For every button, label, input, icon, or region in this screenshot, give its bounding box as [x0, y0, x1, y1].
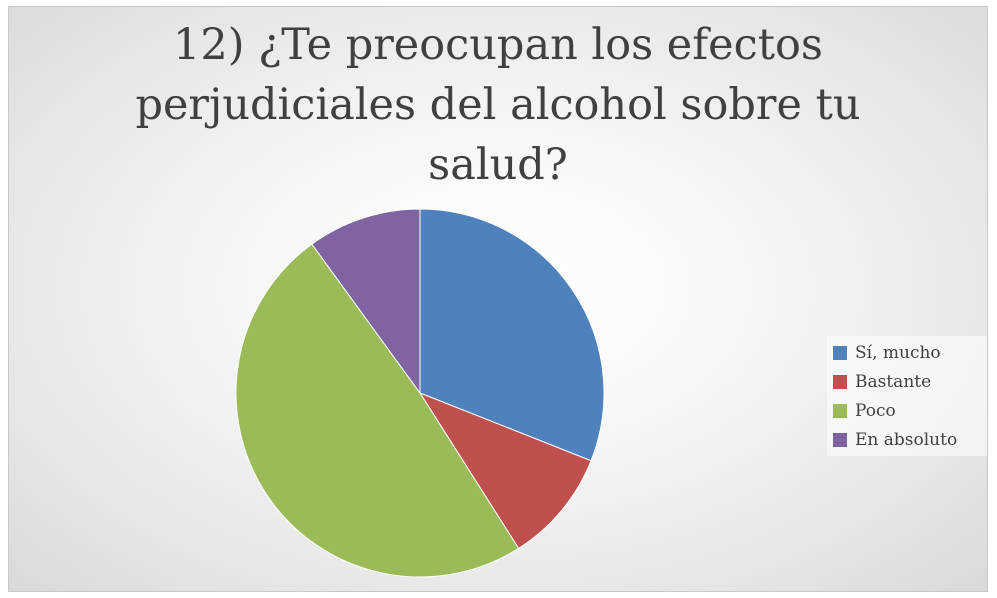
legend-swatch-bastante: [833, 374, 847, 389]
legend-swatch-poco: [833, 403, 847, 418]
legend: Sí, mucho Bastante Poco En absoluto: [827, 336, 987, 456]
legend-swatch-si-mucho: [833, 345, 847, 360]
legend-item-poco: Poco: [833, 396, 983, 425]
legend-label-si-mucho: Sí, mucho: [855, 342, 941, 363]
pie-chart: [235, 208, 605, 578]
chart-title-line-2: perjudiciales del alcohol sobre tu: [135, 80, 861, 130]
pie-slice-si-mucho: [419, 208, 605, 462]
legend-label-poco: Poco: [855, 400, 896, 421]
pie-slice-bastante: [418, 391, 592, 550]
chart-title-line-1: 12) ¿Te preocupan los efectos: [173, 20, 823, 70]
pie-slice-poco: [235, 243, 520, 578]
chart-area: 12) ¿Te preocupan los efectos perjudicia…: [8, 6, 988, 592]
legend-item-si-mucho: Sí, mucho: [833, 338, 983, 367]
chart-title: 12) ¿Te preocupan los efectos perjudicia…: [9, 15, 987, 195]
legend-label-bastante: Bastante: [855, 371, 932, 392]
legend-item-en-absoluto: En absoluto: [833, 425, 983, 454]
legend-swatch-en-absoluto: [833, 432, 847, 447]
pie-slice-en-absoluto: [311, 208, 421, 395]
chart-title-line-3: salud?: [428, 140, 568, 190]
legend-label-en-absoluto: En absoluto: [855, 429, 958, 450]
legend-item-bastante: Bastante: [833, 367, 983, 396]
